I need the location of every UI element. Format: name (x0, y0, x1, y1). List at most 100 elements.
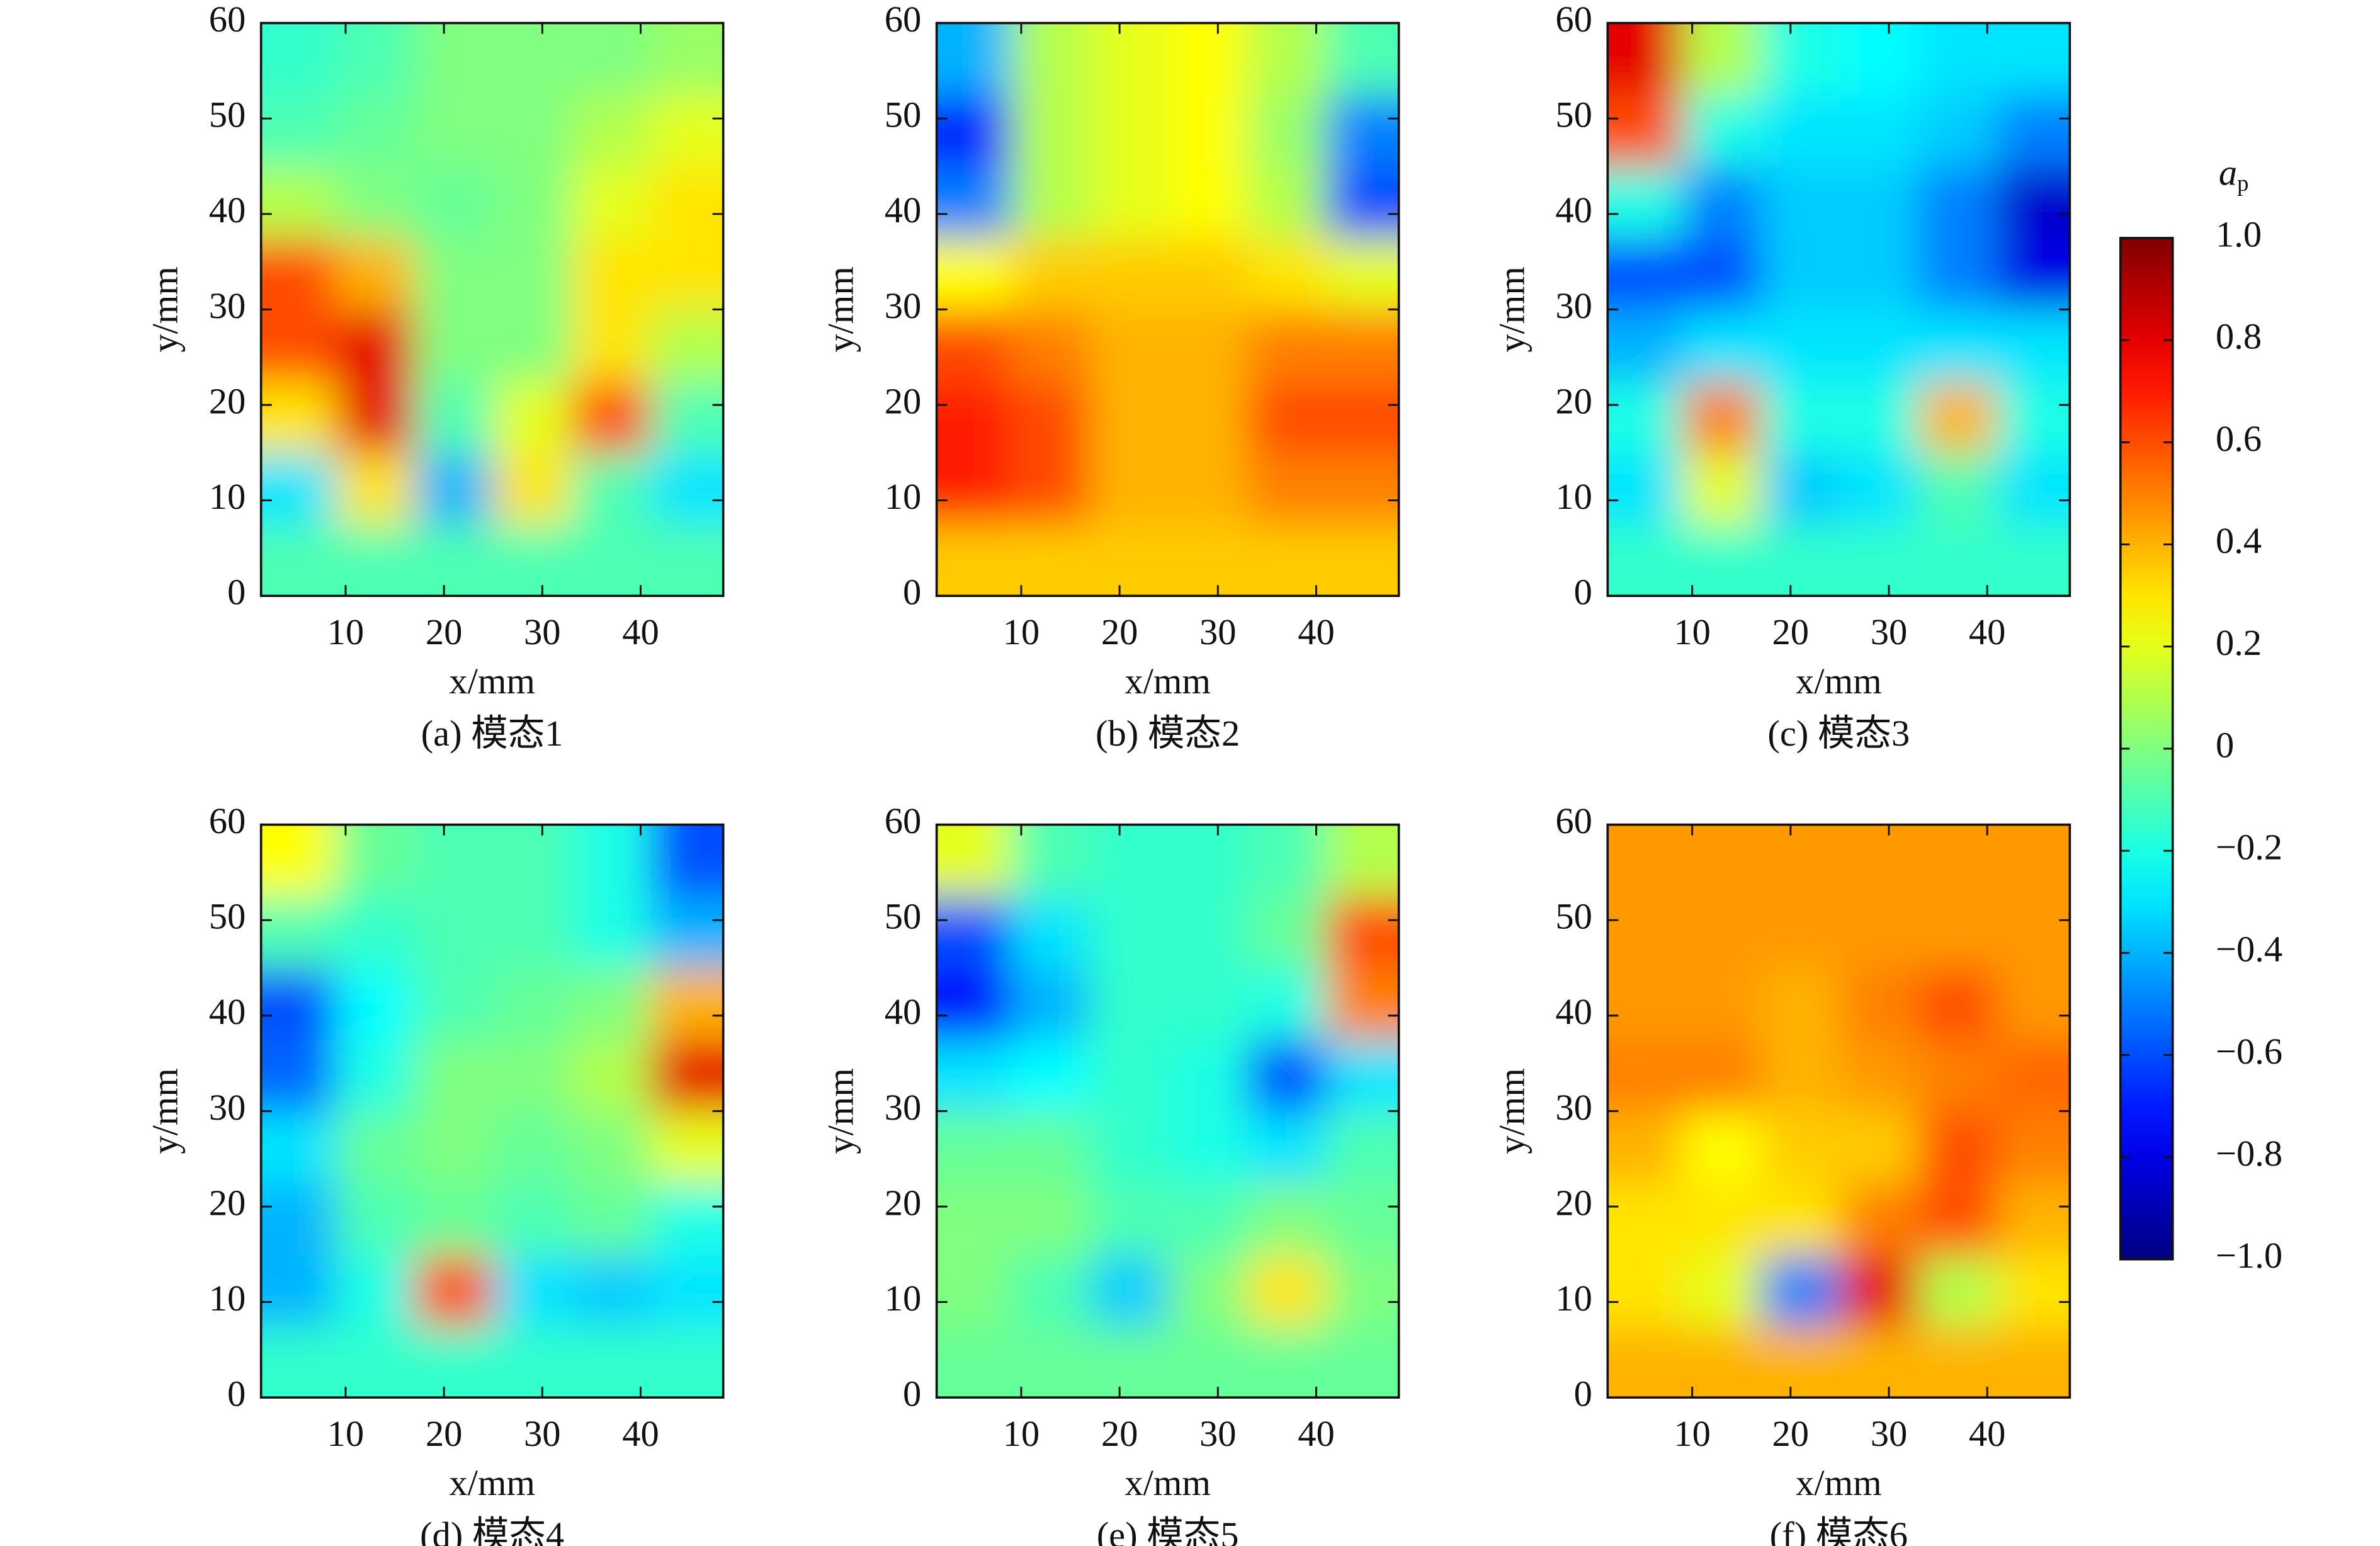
heatmap-cell (1169, 1254, 1249, 1327)
heatmap-cell (336, 166, 416, 239)
heatmap-cell (1090, 237, 1170, 310)
x-tick-label: 20 (426, 1413, 463, 1454)
heatmap-cell (650, 309, 723, 382)
heatmap-cell (650, 1039, 723, 1112)
heatmap-cell (572, 23, 652, 96)
heatmap-cell (336, 967, 416, 1040)
x-tick-label: 40 (1969, 611, 2006, 652)
heatmap-cell (261, 1111, 337, 1184)
y-tick-label: 60 (885, 800, 922, 841)
y-tick-label: 40 (885, 190, 922, 230)
y-axis-label: y/mm (145, 266, 186, 353)
heatmap-cell (1011, 1111, 1091, 1184)
heatmap-cell (1682, 94, 1762, 168)
caption: (b) 模态2 (1096, 713, 1240, 754)
x-tick-label: 20 (1772, 1413, 1810, 1454)
heatmap-cell (1918, 237, 1998, 310)
heatmap-cell (936, 1183, 1012, 1255)
x-tick-label: 30 (1871, 611, 1908, 652)
heatmap-cell (1682, 1183, 1762, 1255)
y-tick-label: 0 (903, 572, 921, 613)
heatmap-cell (493, 166, 573, 239)
heatmap-cell (936, 452, 1012, 525)
x-tick-label: 20 (1101, 611, 1138, 652)
heatmap-cell (1607, 1039, 1684, 1112)
heatmap-cell (1760, 452, 1841, 525)
heatmap-cell (572, 1183, 652, 1255)
heatmap-cell (1011, 452, 1091, 525)
heatmap-cell (1760, 237, 1841, 310)
heatmap-cell (1326, 1183, 1399, 1255)
heatmap-cell (1169, 23, 1249, 96)
heatmap-cell (650, 1183, 723, 1255)
heatmap-cell (493, 1039, 573, 1112)
heatmap-cell (1997, 1326, 2070, 1398)
heatmap-cell (493, 452, 573, 525)
heatmap-cell (1326, 452, 1399, 525)
heatmap-cells (936, 824, 1399, 1398)
heatmap-cell (1326, 94, 1399, 168)
heatmap-cell (414, 967, 494, 1040)
heatmap-cell (1090, 1111, 1170, 1184)
heatmap-cell (1760, 381, 1841, 454)
heatmap-cell (1247, 1254, 1327, 1327)
heatmap-cell (1918, 94, 1998, 168)
x-tick-label: 30 (524, 1413, 561, 1454)
heatmap-cell (1011, 1326, 1091, 1398)
heatmap-cell (1839, 1111, 1920, 1184)
y-tick-label: 20 (885, 1182, 922, 1223)
heatmap-cell (1918, 1039, 1998, 1112)
heatmap-cell (493, 1183, 573, 1255)
heatmap-cell (650, 237, 723, 310)
y-axis-label: y/mm (1491, 1068, 1532, 1154)
colorbar-tick-label: 0.8 (2216, 316, 2262, 357)
heatmap-cell (1090, 824, 1170, 897)
heatmap-cell (1247, 524, 1327, 596)
y-tick-label: 60 (1555, 800, 1592, 841)
heatmap-cell (1169, 524, 1249, 596)
heatmap-cell (261, 166, 337, 239)
heatmap-cell (414, 237, 494, 310)
heatmap-cell (336, 309, 416, 382)
heatmap-cell (493, 824, 573, 897)
heatmap-cell (1997, 1039, 2070, 1112)
heatmap-cell (336, 1183, 416, 1255)
heatmap-cell (1918, 166, 1998, 239)
y-axis-label: y/mm (820, 1068, 861, 1154)
y-tick-label: 50 (885, 94, 922, 135)
heatmap-cell (650, 1111, 723, 1184)
y-tick-label: 30 (1555, 1087, 1592, 1128)
x-tick-label: 30 (1199, 611, 1237, 652)
y-tick-label: 40 (209, 991, 246, 1032)
heatmap-cell (1839, 23, 1920, 96)
heatmap-cell (1011, 524, 1091, 596)
heatmap-cell (1760, 1254, 1841, 1327)
heatmap-cell (1607, 524, 1684, 596)
heatmap (1607, 824, 2070, 1398)
heatmap-cell (493, 1111, 573, 1184)
heatmap (1607, 23, 2070, 596)
heatmap-cell (1169, 967, 1249, 1040)
heatmap-cell (1918, 896, 1998, 969)
heatmap-cell (414, 1326, 494, 1398)
y-tick-label: 20 (885, 380, 922, 421)
heatmap-cell (261, 824, 337, 897)
heatmap-cell (1918, 381, 1998, 454)
heatmap-cell (1839, 524, 1920, 596)
heatmap-cell (493, 381, 573, 454)
heatmap-cell (1682, 1326, 1762, 1398)
heatmap-cell (1997, 237, 2070, 310)
heatmap-cell (1247, 23, 1327, 96)
heatmap-cell (261, 23, 337, 96)
heatmap-cell (572, 309, 652, 382)
heatmap-cell (1607, 967, 1684, 1040)
heatmap-cell (1326, 237, 1399, 310)
heatmap-cells (936, 23, 1399, 596)
y-tick-label: 20 (209, 380, 246, 421)
heatmap-cell (261, 1183, 337, 1255)
heatmap-cell (261, 452, 337, 525)
heatmap-cell (261, 1326, 337, 1398)
heatmap-cell (1011, 23, 1091, 96)
heatmap-cell (1247, 1183, 1327, 1255)
y-tick-label: 10 (885, 476, 922, 517)
